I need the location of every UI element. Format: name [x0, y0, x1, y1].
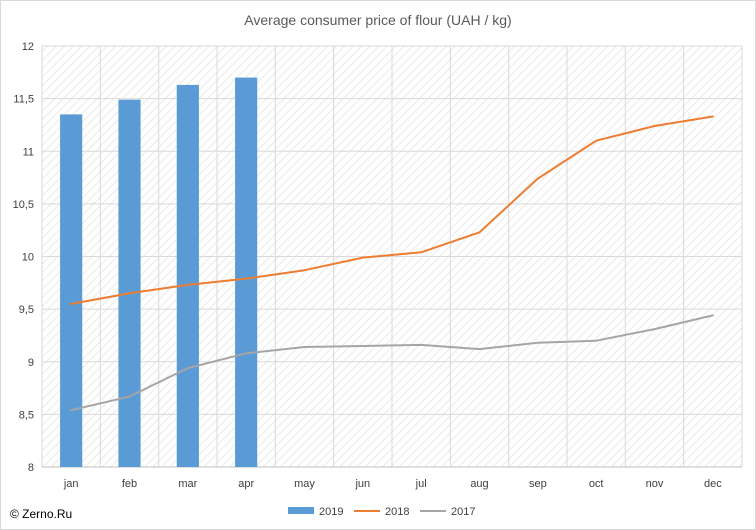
legend: 2019 2018 2017 — [288, 506, 475, 518]
bar — [235, 77, 258, 467]
x-tick-label: may — [294, 478, 315, 490]
x-tick-label: nov — [646, 478, 664, 490]
x-tick-label: jan — [63, 478, 79, 490]
x-axis-ticks: jan feb mar apr may jun jul aug sep oct nov dec — [63, 478, 722, 490]
chart-title: Average consumer price of flour (UAH / k… — [244, 12, 511, 28]
x-tick-label: mar — [178, 478, 197, 490]
grid-layer — [41, 45, 743, 468]
x-tick-label: apr — [238, 478, 254, 490]
y-tick-label: 9 — [28, 357, 34, 369]
x-tick-label: oct — [589, 478, 604, 490]
series-line — [70, 314, 714, 412]
legend-label: 2017 — [451, 506, 475, 518]
x-tick-label: feb — [122, 478, 137, 490]
legend-swatch — [288, 507, 314, 514]
bar — [118, 99, 141, 468]
y-tick-label: 8 — [28, 462, 34, 474]
line-series-layer — [70, 115, 714, 412]
series-line — [70, 115, 714, 305]
y-tick-label: 8,5 — [19, 409, 34, 421]
bar — [176, 84, 199, 467]
y-tick-label: 10 — [22, 252, 34, 264]
x-tick-label: sep — [529, 478, 547, 490]
bar-series-layer — [60, 77, 258, 468]
x-tick-label: dec — [704, 478, 722, 490]
y-tick-label: 11 — [23, 146, 34, 158]
y-tick-label: 11,5 — [13, 94, 34, 106]
bar — [60, 114, 83, 467]
legend-label: 2018 — [385, 506, 409, 518]
y-tick-label: 10,5 — [13, 199, 34, 211]
y-tick-label: 9,5 — [19, 304, 34, 316]
legend-label: 2019 — [319, 506, 343, 518]
x-tick-label: jul — [415, 478, 427, 490]
copyright-label: © Zerno.Ru — [10, 507, 72, 521]
y-tick-label: 12 — [22, 41, 34, 53]
x-tick-label: jun — [354, 478, 370, 490]
x-tick-label: aug — [470, 478, 488, 490]
y-axis-ticks: 8 8,5 9 9,5 10 10,5 11 11,5 12 — [13, 41, 34, 474]
